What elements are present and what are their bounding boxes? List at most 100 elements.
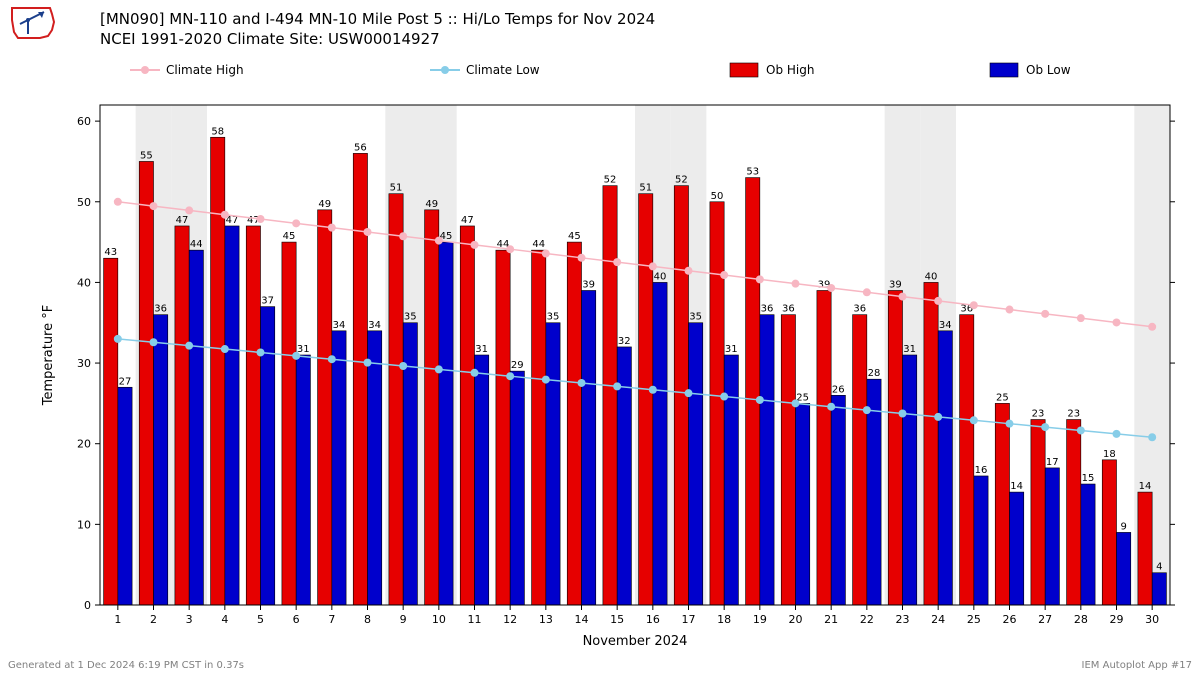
climate-low-line-marker <box>364 359 372 367</box>
climate-high-line-marker <box>221 211 229 219</box>
legend-label: Ob High <box>766 63 814 77</box>
bar-label-low: 29 <box>511 360 524 371</box>
bar-ob-low <box>831 395 845 605</box>
xtick-label: 30 <box>1145 613 1159 626</box>
bar-ob-high <box>924 282 938 605</box>
bar-ob-high <box>139 161 153 605</box>
bar-ob-low <box>332 331 346 605</box>
bar-label-high: 53 <box>746 167 759 178</box>
climate-low-line-marker <box>435 365 443 373</box>
bar-label-low: 44 <box>190 239 203 250</box>
footer-left: Generated at 1 Dec 2024 6:19 PM CST in 0… <box>8 660 244 671</box>
climate-high-line-marker <box>578 254 586 262</box>
climate-low-line-marker <box>399 362 407 370</box>
legend-swatch <box>730 63 758 77</box>
bar-ob-low <box>653 282 667 605</box>
xtick-label: 12 <box>503 613 517 626</box>
bar-label-low: 4 <box>1156 562 1162 573</box>
bar-label-low: 31 <box>475 344 488 355</box>
xtick-label: 19 <box>753 613 767 626</box>
bar-label-low: 34 <box>333 320 346 331</box>
climate-low-line-marker <box>1113 430 1121 438</box>
climate-high-line-marker <box>150 202 158 210</box>
climate-low-line-marker <box>1148 433 1156 441</box>
bar-label-low: 31 <box>903 344 916 355</box>
xtick-label: 16 <box>646 613 660 626</box>
xtick-label: 29 <box>1110 613 1124 626</box>
legend-swatch <box>990 63 1018 77</box>
climate-high-line-marker <box>185 206 193 214</box>
bar-label-high: 23 <box>1067 409 1080 420</box>
xtick-label: 10 <box>432 613 446 626</box>
xtick-label: 26 <box>1003 613 1017 626</box>
climate-low-line-marker <box>863 406 871 414</box>
climate-high-line-marker <box>1148 323 1156 331</box>
climate-low-line-marker <box>471 369 479 377</box>
climate-high-line-marker <box>756 275 764 283</box>
bar-label-low: 31 <box>725 344 738 355</box>
bar-label-low: 35 <box>404 312 417 323</box>
climate-high-line-marker <box>506 245 514 253</box>
climate-high-line-marker <box>649 262 657 270</box>
bar-label-low: 17 <box>1046 457 1059 468</box>
ytick-label: 0 <box>84 599 91 612</box>
bar-label-high: 52 <box>675 175 688 186</box>
climate-low-line-marker <box>613 382 621 390</box>
climate-high-line-marker <box>399 232 407 240</box>
bar-ob-low <box>546 323 560 605</box>
bar-ob-low <box>760 315 774 605</box>
legend-label: Climate High <box>166 63 244 77</box>
bar-ob-high <box>995 403 1009 605</box>
climate-high-line-marker <box>792 280 800 288</box>
climate-low-line-marker <box>1041 423 1049 431</box>
bar-label-high: 55 <box>140 150 153 161</box>
climate-low-line-marker <box>1077 426 1085 434</box>
bar-ob-low <box>724 355 738 605</box>
climate-high-line-marker <box>292 219 300 227</box>
bar-ob-high <box>1067 420 1081 605</box>
bar-label-low: 14 <box>1010 481 1023 492</box>
climate-low-line-marker <box>934 413 942 421</box>
bar-ob-low <box>1081 484 1095 605</box>
bar-label-low: 26 <box>832 384 845 395</box>
bar-ob-low <box>796 403 810 605</box>
bar-label-high: 47 <box>176 215 189 226</box>
bar-label-low: 9 <box>1120 521 1126 532</box>
bar-ob-high <box>888 290 902 605</box>
bar-label-high: 18 <box>1103 449 1116 460</box>
bar-ob-high <box>282 242 296 605</box>
climate-low-line-marker <box>114 335 122 343</box>
bar-ob-high <box>104 258 118 605</box>
bar-ob-high <box>781 315 795 605</box>
bar-ob-high <box>1102 460 1116 605</box>
footer-right: IEM Autoplot App #17 <box>1082 660 1192 671</box>
legend-marker <box>141 66 149 74</box>
bar-ob-high <box>603 186 617 605</box>
bar-ob-low <box>903 355 917 605</box>
bar-ob-low <box>368 331 382 605</box>
climate-low-line-marker <box>542 376 550 384</box>
bar-label-low: 28 <box>868 368 881 379</box>
bar-label-low: 16 <box>975 465 988 476</box>
bar-label-high: 47 <box>461 215 474 226</box>
climate-low-line-marker <box>899 410 907 418</box>
ytick-label: 60 <box>77 115 91 128</box>
bar-label-low: 27 <box>119 376 132 387</box>
climate-high-line-marker <box>435 237 443 245</box>
legend-marker <box>441 66 449 74</box>
xtick-label: 22 <box>860 613 874 626</box>
climate-low-line-marker <box>328 355 336 363</box>
x-axis-label: November 2024 <box>583 634 688 649</box>
bar-ob-low <box>296 355 310 605</box>
bar-label-high: 23 <box>1032 409 1045 420</box>
xtick-label: 17 <box>682 613 696 626</box>
bar-ob-high <box>853 315 867 605</box>
ytick-label: 30 <box>77 357 91 370</box>
xtick-label: 18 <box>717 613 731 626</box>
bar-label-high: 40 <box>925 271 938 282</box>
climate-high-line-marker <box>542 249 550 257</box>
bar-ob-low <box>974 476 988 605</box>
bar-label-high: 39 <box>889 279 902 290</box>
xtick-label: 20 <box>789 613 803 626</box>
ytick-label: 50 <box>77 196 91 209</box>
